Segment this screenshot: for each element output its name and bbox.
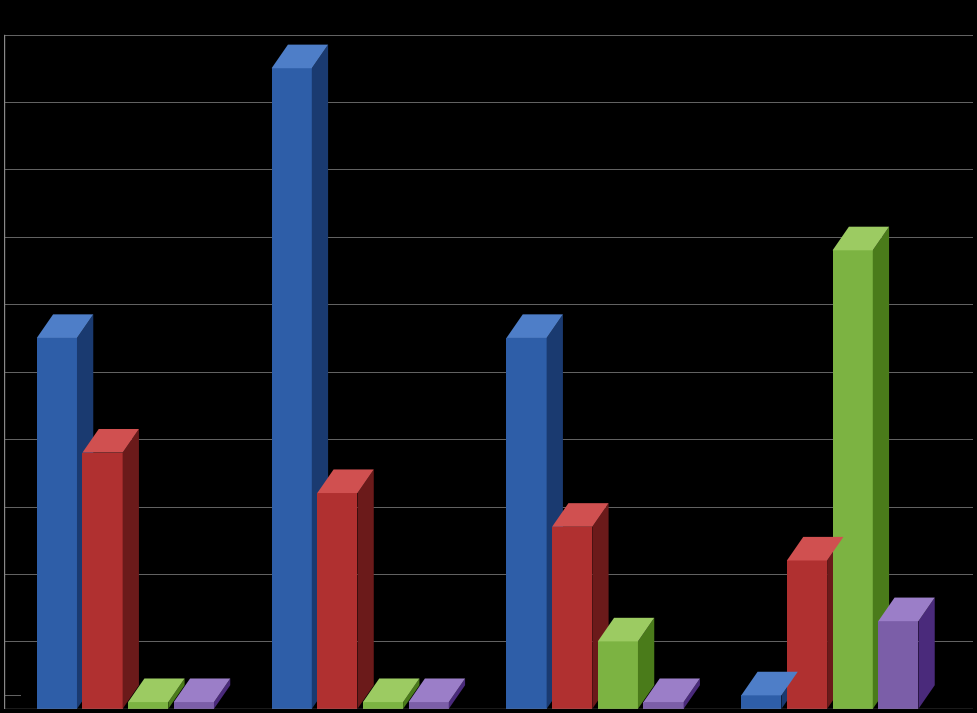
Polygon shape (408, 679, 465, 702)
Polygon shape (742, 695, 782, 709)
Polygon shape (878, 597, 935, 621)
Polygon shape (506, 314, 563, 338)
Polygon shape (782, 672, 798, 709)
Polygon shape (552, 503, 609, 527)
Polygon shape (362, 679, 419, 702)
Polygon shape (37, 314, 93, 338)
Polygon shape (506, 338, 546, 709)
Polygon shape (638, 617, 655, 709)
Polygon shape (128, 679, 185, 702)
Polygon shape (832, 250, 872, 709)
Polygon shape (123, 429, 139, 709)
Polygon shape (77, 314, 93, 709)
Polygon shape (684, 679, 700, 709)
Polygon shape (82, 453, 123, 709)
Polygon shape (592, 503, 609, 709)
Polygon shape (404, 679, 419, 709)
Polygon shape (168, 679, 185, 709)
Polygon shape (918, 597, 935, 709)
Polygon shape (358, 469, 374, 709)
Polygon shape (312, 45, 328, 709)
Polygon shape (174, 679, 231, 702)
Polygon shape (828, 537, 843, 709)
Polygon shape (786, 560, 828, 709)
Polygon shape (832, 227, 889, 250)
Polygon shape (362, 702, 404, 709)
Polygon shape (644, 679, 700, 702)
Polygon shape (408, 702, 448, 709)
Polygon shape (598, 617, 655, 642)
Polygon shape (37, 338, 77, 709)
Polygon shape (272, 68, 312, 709)
Polygon shape (552, 527, 592, 709)
Polygon shape (644, 702, 684, 709)
Polygon shape (448, 679, 465, 709)
Polygon shape (878, 621, 918, 709)
Polygon shape (82, 429, 139, 453)
Polygon shape (128, 702, 168, 709)
Polygon shape (214, 679, 231, 709)
Polygon shape (598, 642, 638, 709)
Polygon shape (272, 45, 328, 68)
Polygon shape (742, 672, 798, 695)
Polygon shape (786, 537, 843, 560)
Polygon shape (872, 227, 889, 709)
Polygon shape (318, 469, 374, 493)
Polygon shape (318, 493, 358, 709)
Polygon shape (174, 702, 214, 709)
Polygon shape (546, 314, 563, 709)
